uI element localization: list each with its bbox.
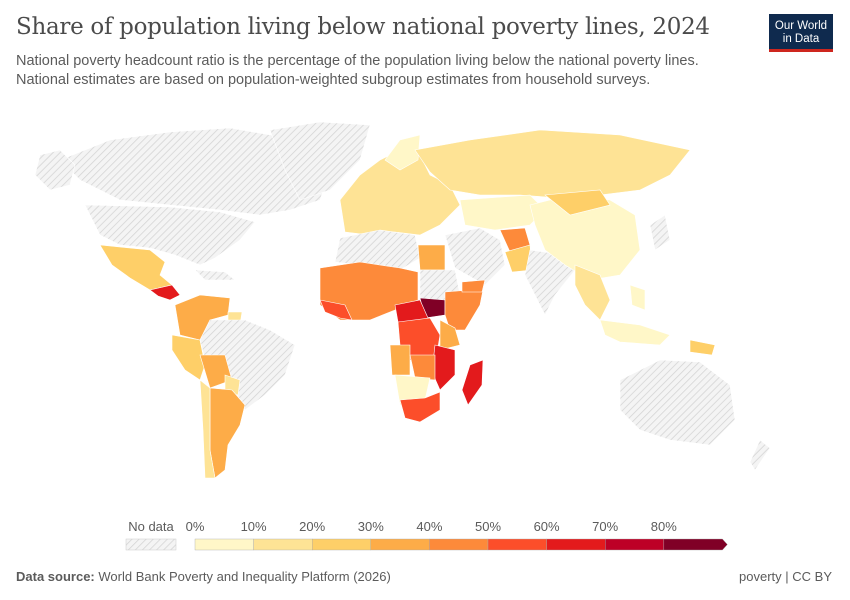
region-zambia-zimbabwe[interactable] [409, 354, 436, 381]
region-mongolia[interactable] [544, 189, 611, 216]
region-caribbean[interactable] [194, 269, 236, 281]
region-scandinavia[interactable] [384, 134, 421, 171]
legend-bin[interactable] [429, 538, 489, 551]
region-indonesia-philippines[interactable] [599, 284, 671, 346]
region-greenland[interactable] [269, 121, 371, 201]
region-egypt[interactable] [417, 244, 446, 271]
region-mozambique-malawi[interactable] [431, 344, 456, 391]
world-map[interactable] [0, 110, 850, 510]
region-madagascar[interactable] [461, 359, 484, 406]
legend-bin[interactable] [663, 538, 728, 551]
legend-no-data-label: No data [128, 519, 174, 534]
region-angola[interactable] [389, 344, 411, 376]
legend-bin[interactable] [253, 538, 313, 551]
legend-tick-label: 40% [416, 519, 442, 534]
legend-tick-label: 50% [475, 519, 501, 534]
region-chile[interactable] [199, 379, 216, 479]
legend-tick-label: 70% [592, 519, 618, 534]
region-west-coast[interactable] [319, 299, 353, 321]
region-russia[interactable] [414, 129, 691, 199]
region-central-america[interactable] [149, 284, 181, 301]
region-yemen[interactable] [461, 279, 486, 293]
legend-tick-label: 80% [651, 519, 677, 534]
chart-title: Share of population living below nationa… [16, 14, 710, 40]
legend-bin[interactable] [370, 538, 430, 551]
region-north-africa[interactable] [334, 229, 421, 271]
legend-bin[interactable] [546, 538, 606, 551]
legend-bin[interactable] [487, 538, 547, 551]
legend-tick-label: 60% [534, 519, 560, 534]
legend-bin[interactable] [194, 538, 254, 551]
region-usa[interactable] [84, 204, 256, 266]
region-mexico[interactable] [99, 244, 173, 291]
region-canada[interactable] [59, 127, 331, 216]
legend-tick-label: 10% [241, 519, 267, 534]
map-legend: No data 0% 10% 20% 30% 40% 50% 60% 70% 80% [125, 519, 728, 551]
region-central-asia[interactable] [459, 194, 546, 231]
region-australia[interactable] [619, 359, 736, 446]
region-papua-new-guinea[interactable] [689, 339, 716, 356]
region-alaska[interactable] [34, 149, 76, 191]
region-colombia-venezuela[interactable] [174, 294, 231, 341]
legend-no-data-swatch [125, 538, 177, 551]
region-south-africa[interactable] [399, 391, 441, 423]
legend-tick-label: 20% [299, 519, 325, 534]
source-label: Data source: [16, 569, 95, 584]
legend-bin[interactable] [605, 538, 665, 551]
owid-logo[interactable]: Our World in Data [769, 14, 833, 52]
region-argentina[interactable] [209, 387, 246, 479]
region-japan-korea[interactable] [649, 214, 671, 251]
region-peru-ecuador[interactable] [171, 334, 206, 381]
region-middle-east[interactable] [444, 227, 506, 286]
source-link[interactable]: World Bank Poverty and Inequality Platfo… [98, 569, 391, 584]
region-new-zealand[interactable] [749, 439, 771, 471]
footer-license[interactable]: poverty | CC BY [739, 569, 832, 584]
chart-subtitle: National poverty headcount ratio is the … [16, 53, 699, 88]
footer-source: Data source: World Bank Poverty and Ineq… [16, 569, 391, 584]
legend-bin[interactable] [312, 538, 372, 551]
legend-tick-label: 0% [186, 519, 205, 534]
region-east-africa[interactable] [439, 319, 461, 351]
legend-tick-label: 30% [358, 519, 384, 534]
